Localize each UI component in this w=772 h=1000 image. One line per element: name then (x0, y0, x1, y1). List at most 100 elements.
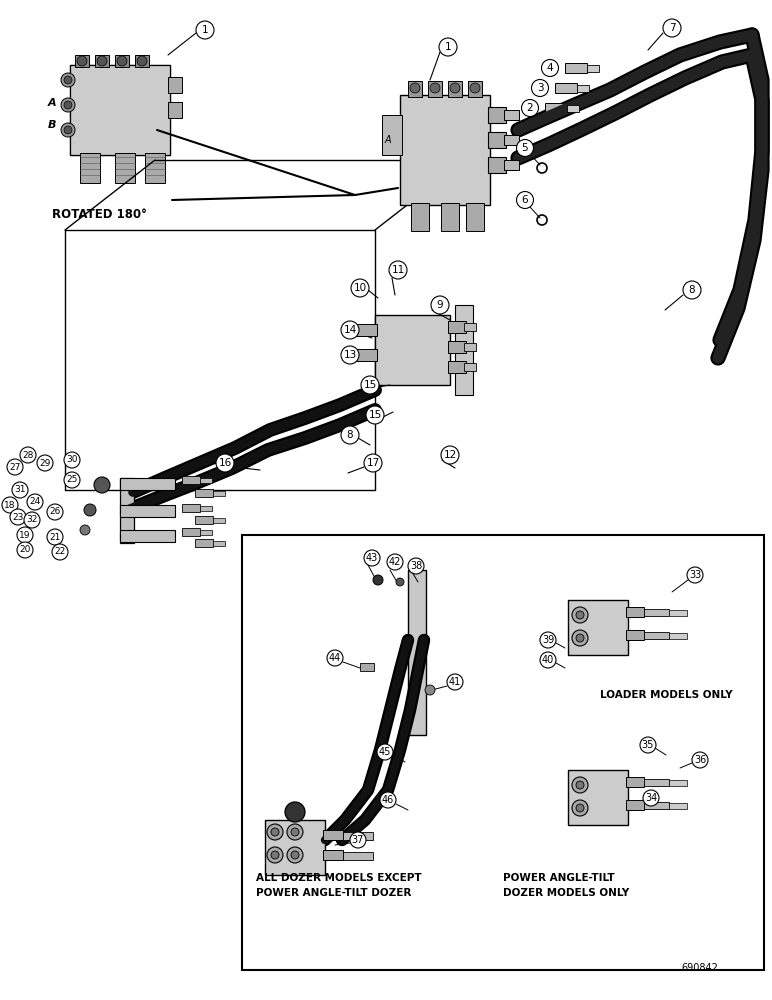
Circle shape (410, 83, 420, 93)
Circle shape (24, 512, 40, 528)
Text: 29: 29 (39, 458, 51, 468)
Bar (408, 570, 426, 735)
Bar (135, 55, 149, 67)
Circle shape (117, 56, 127, 66)
Text: 17: 17 (367, 458, 380, 468)
Circle shape (430, 83, 440, 93)
Circle shape (541, 60, 558, 77)
Text: 6: 6 (522, 195, 528, 205)
Circle shape (516, 192, 533, 209)
Text: 41: 41 (449, 677, 461, 687)
Circle shape (364, 550, 380, 566)
Bar (120, 530, 175, 542)
Circle shape (663, 19, 681, 37)
Circle shape (576, 804, 584, 812)
Bar (182, 504, 200, 512)
Bar (145, 153, 165, 183)
Bar (448, 321, 466, 333)
Bar (464, 363, 476, 371)
Text: 42: 42 (389, 557, 401, 567)
Bar (626, 777, 644, 787)
Text: 7: 7 (669, 23, 676, 33)
Bar (448, 361, 466, 373)
Circle shape (12, 482, 28, 498)
Bar (400, 95, 490, 205)
Bar (182, 476, 200, 484)
Text: ROTATED 180°: ROTATED 180° (52, 209, 147, 222)
Text: POWER ANGLE-TILT: POWER ANGLE-TILT (503, 873, 615, 883)
Bar (323, 850, 343, 860)
Circle shape (522, 100, 539, 116)
Circle shape (364, 454, 382, 472)
Circle shape (77, 56, 87, 66)
Bar (488, 107, 506, 123)
Circle shape (341, 346, 359, 364)
Bar (448, 341, 466, 353)
Text: 26: 26 (49, 508, 61, 516)
Bar (213, 541, 225, 546)
Circle shape (267, 847, 283, 863)
Text: 31: 31 (14, 486, 25, 494)
Circle shape (84, 504, 96, 516)
Circle shape (327, 650, 343, 666)
Text: 16: 16 (218, 458, 232, 468)
Circle shape (380, 792, 396, 808)
Circle shape (687, 567, 703, 583)
Circle shape (216, 454, 234, 472)
Text: 23: 23 (12, 512, 24, 522)
Circle shape (576, 634, 584, 642)
Bar (375, 315, 450, 385)
Bar (213, 491, 225, 496)
Text: 3: 3 (537, 83, 543, 93)
Bar (448, 81, 462, 97)
Bar (195, 516, 213, 524)
Bar (200, 478, 212, 483)
Bar (567, 105, 579, 112)
Bar (488, 132, 506, 148)
Bar (200, 506, 212, 511)
Circle shape (366, 406, 384, 424)
Bar (464, 343, 476, 351)
Text: 40: 40 (542, 655, 554, 665)
Bar (577, 85, 589, 92)
Circle shape (271, 851, 279, 859)
Circle shape (643, 790, 659, 806)
Text: A: A (384, 135, 391, 145)
Text: 18: 18 (5, 500, 15, 510)
Text: 37: 37 (352, 835, 364, 845)
Text: 8: 8 (347, 430, 354, 440)
Bar (587, 65, 599, 72)
Circle shape (271, 828, 279, 836)
Text: 22: 22 (54, 548, 66, 556)
Bar (455, 305, 473, 395)
Circle shape (94, 477, 110, 493)
Bar (360, 663, 374, 671)
Circle shape (431, 296, 449, 314)
Circle shape (137, 56, 147, 66)
Text: 2: 2 (527, 103, 533, 113)
Circle shape (572, 607, 588, 623)
Bar (408, 81, 422, 97)
Bar (355, 349, 377, 361)
Bar (80, 153, 100, 183)
Text: 24: 24 (29, 497, 41, 506)
Circle shape (27, 494, 43, 510)
Bar (626, 800, 644, 810)
Circle shape (470, 83, 480, 93)
Circle shape (291, 828, 299, 836)
Bar (626, 630, 644, 640)
Circle shape (387, 554, 403, 570)
Bar (644, 632, 669, 639)
Circle shape (540, 652, 556, 668)
Circle shape (64, 126, 72, 134)
Circle shape (37, 455, 53, 471)
Text: 46: 46 (382, 795, 394, 805)
Bar (555, 83, 577, 93)
Bar (343, 832, 373, 840)
Bar (466, 203, 484, 231)
Circle shape (572, 777, 588, 793)
Circle shape (196, 21, 214, 39)
Bar (115, 153, 135, 183)
Text: 44: 44 (329, 653, 341, 663)
Text: 19: 19 (19, 530, 31, 540)
